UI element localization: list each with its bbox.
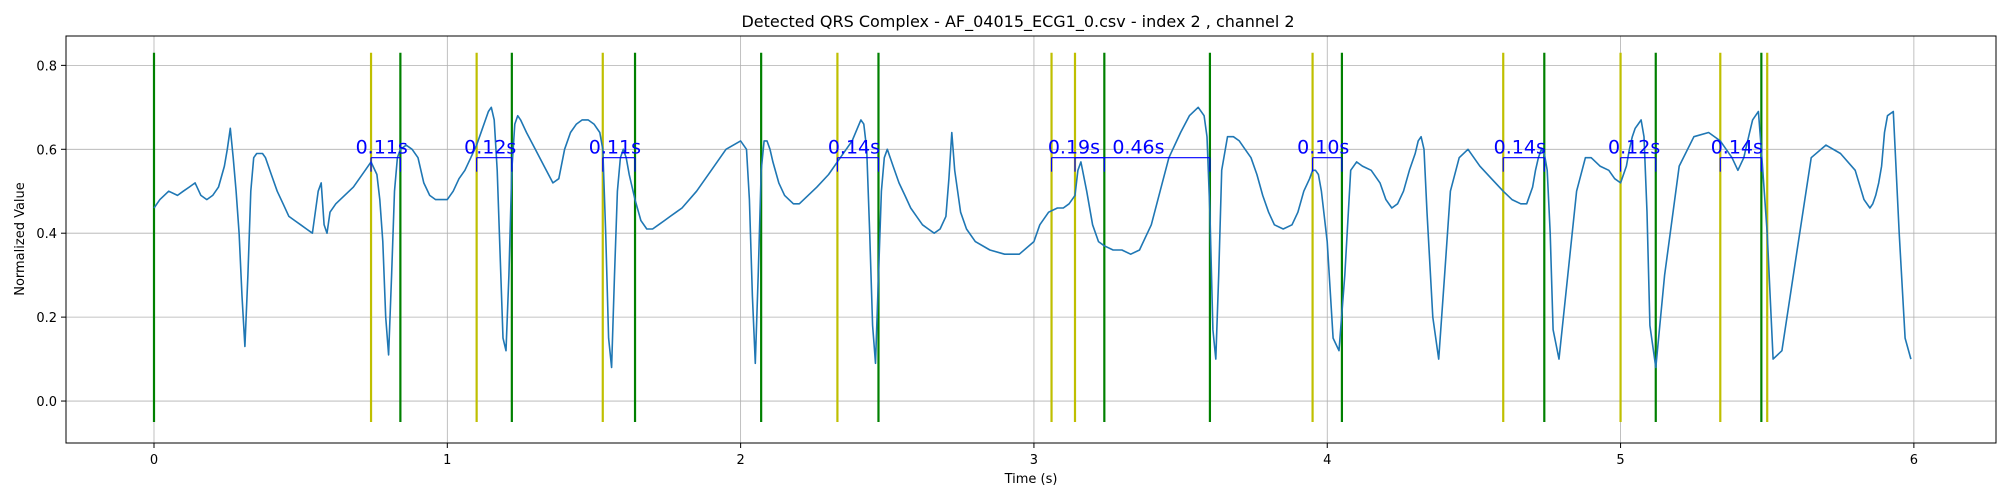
grid xyxy=(66,36,1996,443)
x-tick-label: 2 xyxy=(736,453,744,468)
x-tick-label: 5 xyxy=(1616,453,1624,468)
qrs-duration-label: 0.14s xyxy=(1711,137,1763,159)
qrs-duration-label: 0.12s xyxy=(464,137,516,159)
qrs-duration-label: 0.12s xyxy=(1608,137,1660,159)
qrs-duration-label: 0.14s xyxy=(1494,137,1546,159)
y-tick-label: 0.0 xyxy=(36,395,57,410)
plot-frame xyxy=(65,35,1997,444)
axis-ticks: 0 1 2 3 4 5 6 0.0 0.2 0.4 0.6 0.8 xyxy=(36,59,1918,468)
y-tick-label: 0.8 xyxy=(36,59,57,74)
qrs-duration-label: 0.11s xyxy=(356,137,408,159)
x-tick-label: 3 xyxy=(1030,453,1038,468)
y-axis-label: Normalized Value xyxy=(13,182,28,296)
x-tick-label: 0 xyxy=(150,453,158,468)
qrs-duration-label: 0.19s xyxy=(1048,137,1100,159)
qrs-annotations: 0.11s 0.12s 0.11s 0.14s 0.19s 0.46s 0.10s 0.14s… xyxy=(356,137,1763,172)
x-axis-label: Time (s) xyxy=(1004,472,1058,487)
y-tick-label: 0.6 xyxy=(36,143,57,158)
x-tick-label: 1 xyxy=(443,453,451,468)
qrs-duration-label: 0.10s xyxy=(1297,137,1349,159)
x-tick-label: 6 xyxy=(1910,453,1918,468)
y-tick-label: 0.4 xyxy=(36,227,57,242)
qrs-duration-label: 0.11s xyxy=(589,137,641,159)
qrs-duration-label: 0.46s xyxy=(1112,137,1164,159)
ecg-signal-line xyxy=(153,106,1912,369)
chart-title: Detected QRS Complex - AF_04015_ECG1_0.c… xyxy=(741,12,1294,32)
qrs-duration-label: 0.14s xyxy=(828,137,880,159)
y-tick-label: 0.2 xyxy=(36,311,57,326)
signal-series xyxy=(153,106,1912,369)
x-tick-label: 4 xyxy=(1323,453,1331,468)
qrs-markers xyxy=(152,52,1769,423)
